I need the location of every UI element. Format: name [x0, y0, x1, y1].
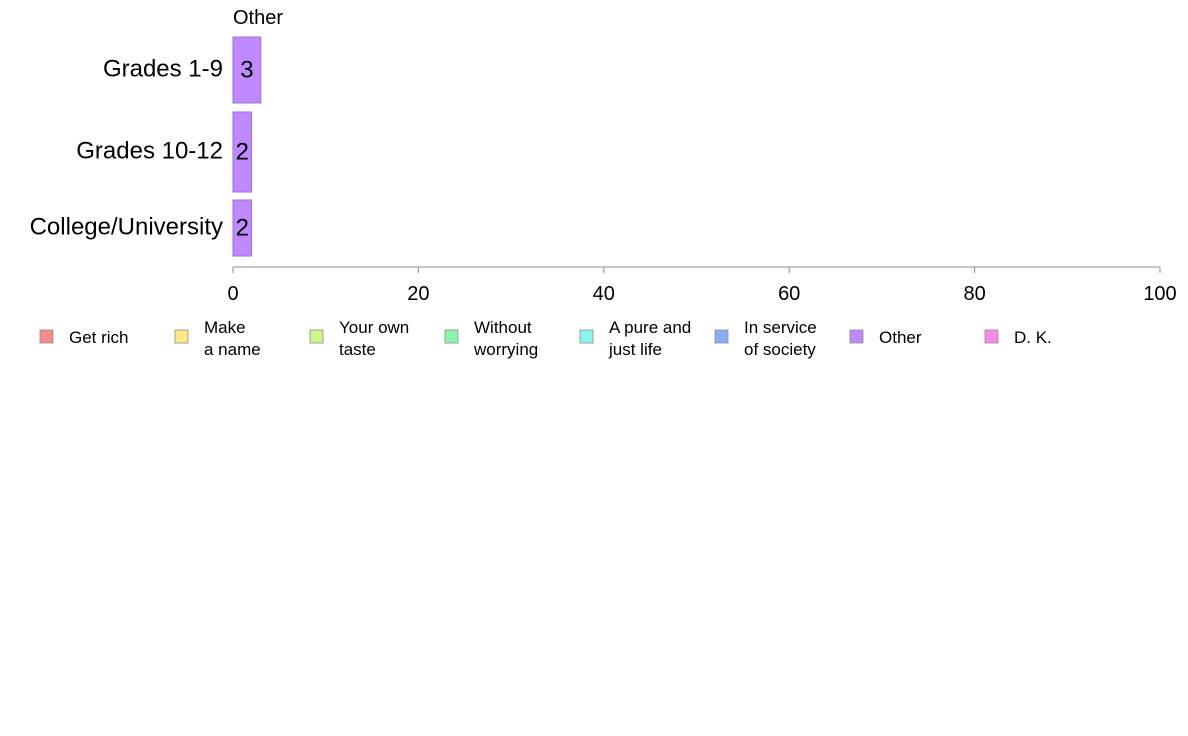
panel-title: Other [233, 7, 283, 29]
legend-label: D. K. [1014, 328, 1052, 347]
legend-swatch [984, 329, 999, 344]
x-tick-label: 80 [963, 283, 985, 305]
legend-swatch [174, 329, 189, 344]
legend-label: just life [608, 340, 662, 359]
legend-label: Your own [339, 318, 409, 337]
bar [232, 199, 253, 257]
legend-label: A pure and [609, 318, 691, 337]
x-tick-label: 20 [407, 283, 429, 305]
legend-label: Get rich [69, 328, 129, 347]
legend-label: taste [339, 340, 376, 359]
x-axis: 0 20 40 60 80 100 [227, 266, 1177, 305]
legend-item: A pure and just life [579, 318, 691, 359]
x-tick-label: 100 [1143, 283, 1176, 305]
legend-swatch [579, 329, 594, 344]
legend-label: In service [744, 318, 817, 337]
category-label: Grades 1-9 [103, 55, 223, 82]
category-label: College/University [30, 213, 223, 240]
legend-item: Other [849, 328, 922, 347]
legend-swatch [39, 329, 54, 344]
legend-item: Without worrying [444, 318, 538, 359]
data-label: 2 [236, 214, 249, 241]
legend-label: Other [879, 328, 922, 347]
legend-swatch [309, 329, 324, 344]
x-tick-label: 40 [593, 283, 615, 305]
legend-item: D. K. [984, 328, 1052, 347]
x-tick-label: 60 [778, 283, 800, 305]
legend-label: Make [204, 318, 246, 337]
legend-label: a name [204, 340, 261, 359]
x-tick-label: 0 [227, 283, 238, 305]
legend-item: In service of society [714, 318, 817, 359]
bar [232, 36, 262, 104]
legend-swatch [714, 329, 729, 344]
legend-label: worrying [473, 340, 538, 359]
data-label: 2 [236, 138, 249, 165]
legend-swatch [849, 329, 864, 344]
data-label: 3 [240, 56, 253, 83]
legend-item: Your own taste [309, 318, 409, 359]
category-label: Grades 10-12 [76, 137, 223, 164]
data-labels: 3 2 2 [236, 56, 254, 241]
bar [232, 111, 253, 193]
category-labels: Grades 1-9 Grades 10-12 College/University [30, 55, 223, 240]
bars [232, 36, 262, 257]
legend-label: Without [474, 318, 532, 337]
legend: Get rich Make a name Your own taste Without wo… [39, 318, 1052, 359]
legend-swatch [444, 329, 459, 344]
legend-item: Get rich [39, 328, 129, 347]
legend-label: of society [744, 340, 816, 359]
legend-item: Make a name [174, 318, 261, 359]
